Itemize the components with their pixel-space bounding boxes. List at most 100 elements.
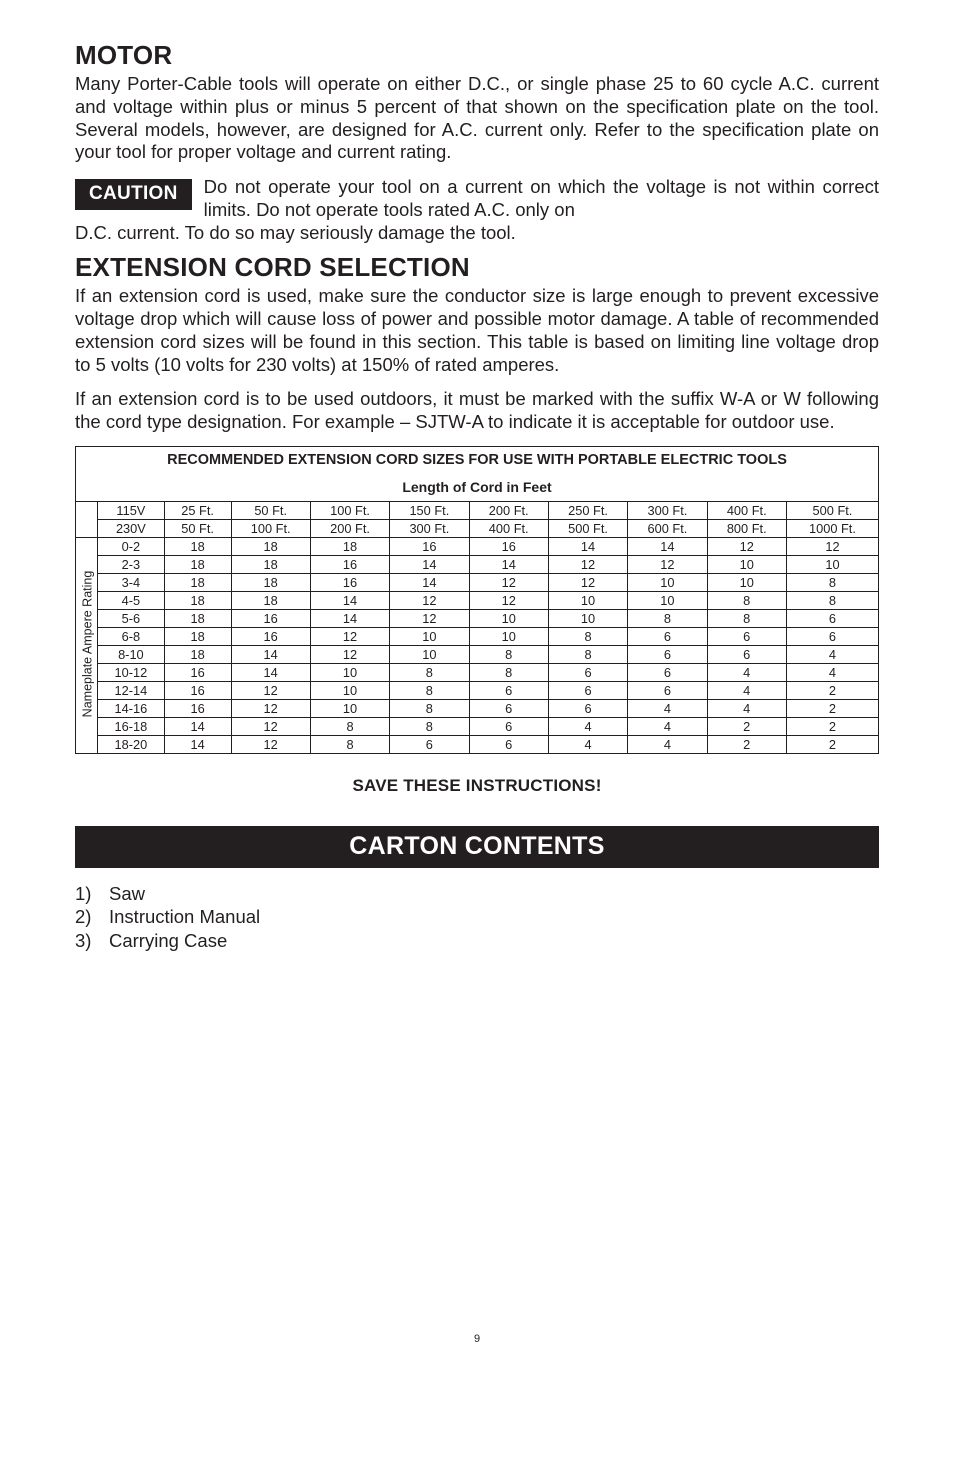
table-cell: 4 <box>628 717 707 735</box>
table-cell: 4 <box>628 735 707 753</box>
nameplate-label-cell: Nameplate Ampere Rating <box>76 537 98 753</box>
table-cell: 500 Ft. <box>786 501 878 519</box>
table-cell: 18 <box>231 537 310 555</box>
table-row: 2-3181816141412121010 <box>76 555 879 573</box>
table-cell: 16 <box>231 627 310 645</box>
table-cell: 2-3 <box>98 555 165 573</box>
table-cell: 8 <box>390 681 469 699</box>
table-cell: 14-16 <box>98 699 165 717</box>
table-cell: 18 <box>164 645 231 663</box>
table-cell: 12-14 <box>98 681 165 699</box>
table-cell: 10 <box>310 681 389 699</box>
table-cell: 12 <box>548 555 627 573</box>
save-instructions: SAVE THESE INSTRUCTIONS! <box>75 776 879 796</box>
table-cell: 2 <box>707 717 786 735</box>
table-cell: 12 <box>469 573 548 591</box>
table-cell: 8 <box>628 609 707 627</box>
table-cell: 8 <box>707 609 786 627</box>
table-cell: 18 <box>310 537 389 555</box>
table-cell: 14 <box>231 645 310 663</box>
table-cell: 14 <box>164 717 231 735</box>
table-cell: 18 <box>231 555 310 573</box>
table-cell: 4 <box>707 681 786 699</box>
table-row: 14-16161210866442 <box>76 699 879 717</box>
table-cell: 115V <box>98 501 165 519</box>
table-cell: 150 Ft. <box>390 501 469 519</box>
table-cell: 8 <box>310 735 389 753</box>
table-cell: 14 <box>469 555 548 573</box>
table-cell: 8-10 <box>98 645 165 663</box>
table-cell: 16 <box>310 573 389 591</box>
extension-cord-table: RECOMMENDED EXTENSION CORD SIZES FOR USE… <box>75 446 879 754</box>
table-header-row-2: 230V 50 Ft. 100 Ft. 200 Ft. 300 Ft. 400 … <box>76 519 879 537</box>
table-cell: 12 <box>628 555 707 573</box>
table-cell: 500 Ft. <box>548 519 627 537</box>
table-cell: 18 <box>164 609 231 627</box>
table-cell: 5-6 <box>98 609 165 627</box>
table-cell: 16 <box>310 555 389 573</box>
extcord-para2: If an extension cord is to be used outdo… <box>75 388 879 434</box>
table-cell: 200 Ft. <box>310 519 389 537</box>
table-cell: 10 <box>469 609 548 627</box>
table-cell: 4 <box>548 735 627 753</box>
table-row: 18-2014128664422 <box>76 735 879 753</box>
table-cell: 14 <box>310 609 389 627</box>
motor-paragraph: Many Porter-Cable tools will operate on … <box>75 73 879 164</box>
table-cell: 4 <box>628 699 707 717</box>
table-cell: 50 Ft. <box>231 501 310 519</box>
table-cell: 4 <box>786 645 878 663</box>
table-cell: 6 <box>548 681 627 699</box>
table-title: RECOMMENDED EXTENSION CORD SIZES FOR USE… <box>76 446 879 473</box>
table-cell: 18 <box>164 555 231 573</box>
table-cell: 18 <box>164 591 231 609</box>
table-cell: 10 <box>390 627 469 645</box>
table-cell: 6 <box>707 645 786 663</box>
caution-badge: CAUTION <box>75 179 192 210</box>
table-cell: 14 <box>548 537 627 555</box>
table-cell: 600 Ft. <box>628 519 707 537</box>
table-cell: 14 <box>231 663 310 681</box>
table-row: Nameplate Ampere Rating0-218181816161414… <box>76 537 879 555</box>
caution-continue: D.C. current. To do so may seriously dam… <box>75 222 879 245</box>
table-cell: 6 <box>628 681 707 699</box>
table-cell: 3-4 <box>98 573 165 591</box>
extcord-heading: EXTENSION CORD SELECTION <box>75 252 879 283</box>
table-cell: 230V <box>98 519 165 537</box>
table-cell: 12 <box>390 591 469 609</box>
motor-heading: MOTOR <box>75 40 879 71</box>
table-cell: 12 <box>786 537 878 555</box>
table-cell: 12 <box>707 537 786 555</box>
list-text: Saw <box>109 882 145 906</box>
table-cell: 12 <box>310 645 389 663</box>
table-cell: 6 <box>707 627 786 645</box>
table-cell: 300 Ft. <box>628 501 707 519</box>
table-cell: 1000 Ft. <box>786 519 878 537</box>
table-cell: 6 <box>628 663 707 681</box>
table-cell: 16 <box>164 699 231 717</box>
table-cell: 6 <box>786 627 878 645</box>
table-cell: 18-20 <box>98 735 165 753</box>
table-cell: 18 <box>231 591 310 609</box>
table-cell: 12 <box>548 573 627 591</box>
list-text: Carrying Case <box>109 929 227 953</box>
table-row: 12-14161210866642 <box>76 681 879 699</box>
table-cell: 10-12 <box>98 663 165 681</box>
table-header-row-1: 115V 25 Ft. 50 Ft. 100 Ft. 150 Ft. 200 F… <box>76 501 879 519</box>
carton-list: 1) Saw 2) Instruction Manual 3) Carrying… <box>75 882 879 953</box>
table-cell: 4 <box>707 663 786 681</box>
table-cell: 12 <box>231 681 310 699</box>
table-cell: 100 Ft. <box>310 501 389 519</box>
table-cell: 6 <box>390 735 469 753</box>
table-cell: 14 <box>390 573 469 591</box>
table-cell: 16 <box>390 537 469 555</box>
table-row: 6-818161210108666 <box>76 627 879 645</box>
table-cell: 4 <box>548 717 627 735</box>
table-cell: 10 <box>628 591 707 609</box>
table-cell: 25 Ft. <box>164 501 231 519</box>
table-cell: 6 <box>786 609 878 627</box>
table-cell: 16 <box>164 681 231 699</box>
table-cell: 14 <box>390 555 469 573</box>
table-cell: 6 <box>469 681 548 699</box>
table-cell: 50 Ft. <box>164 519 231 537</box>
table-cell: 6 <box>469 717 548 735</box>
